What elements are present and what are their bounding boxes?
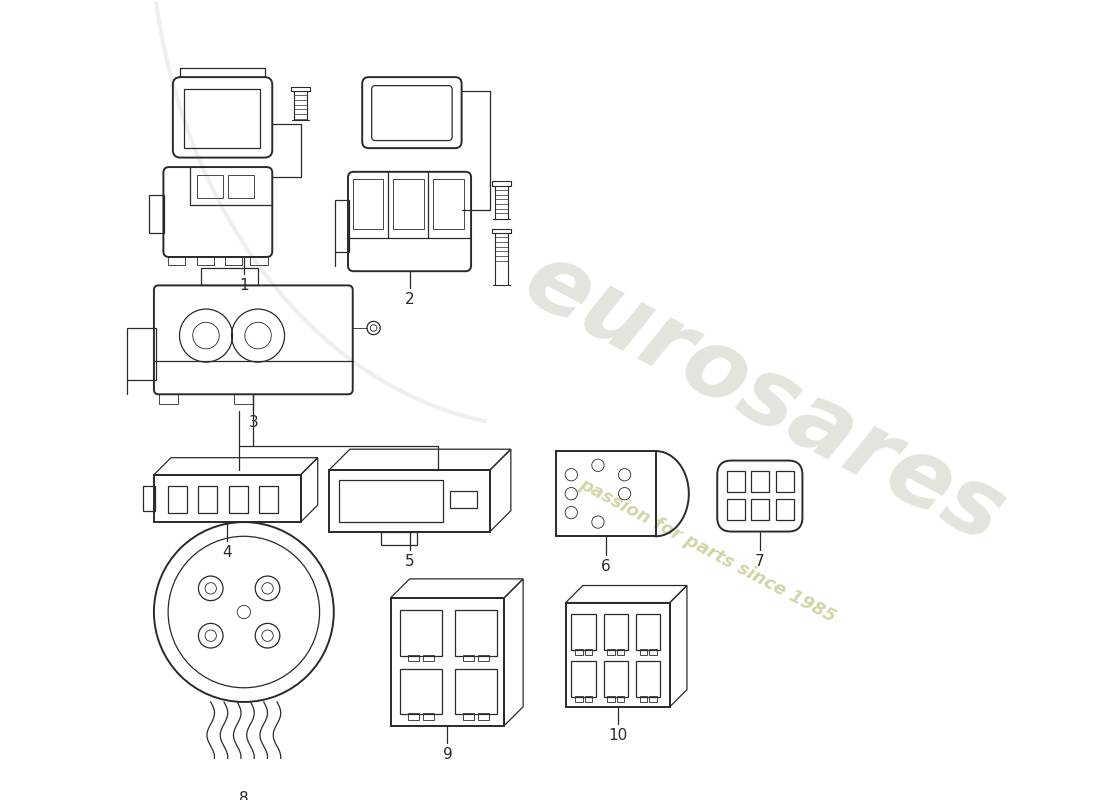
Bar xyxy=(776,499,794,520)
Bar xyxy=(751,499,769,520)
Text: 4: 4 xyxy=(222,545,232,560)
Bar xyxy=(143,486,155,510)
Bar xyxy=(727,499,745,520)
Bar xyxy=(433,179,463,229)
Bar xyxy=(400,669,442,714)
Bar xyxy=(776,471,794,492)
Text: 9: 9 xyxy=(442,746,452,762)
Bar xyxy=(422,714,435,720)
Bar xyxy=(197,256,213,265)
Bar xyxy=(571,614,596,650)
Bar xyxy=(455,610,496,655)
Bar xyxy=(408,714,419,720)
Bar xyxy=(617,696,625,702)
Bar xyxy=(390,598,504,726)
Bar xyxy=(585,649,592,654)
Bar xyxy=(184,90,260,148)
Text: 7: 7 xyxy=(755,554,764,570)
Bar xyxy=(150,195,164,234)
Bar xyxy=(408,654,419,662)
Bar xyxy=(639,696,647,702)
Bar xyxy=(575,649,583,654)
Bar xyxy=(607,649,615,654)
Text: 3: 3 xyxy=(249,415,258,430)
Bar xyxy=(463,654,474,662)
Bar xyxy=(339,481,442,522)
Bar xyxy=(251,256,267,265)
Bar xyxy=(727,471,745,492)
Bar xyxy=(224,256,242,265)
Bar xyxy=(557,451,656,536)
Bar xyxy=(197,174,223,198)
Bar xyxy=(604,614,628,650)
Bar xyxy=(565,602,670,706)
Text: 6: 6 xyxy=(601,559,610,574)
Text: 5: 5 xyxy=(405,554,415,570)
Bar xyxy=(751,471,769,492)
Bar xyxy=(381,531,417,545)
Bar xyxy=(450,491,476,508)
Bar xyxy=(128,328,156,380)
Bar xyxy=(636,614,660,650)
Bar xyxy=(636,662,660,698)
Bar xyxy=(604,662,628,698)
Bar xyxy=(455,669,496,714)
Bar xyxy=(168,486,187,513)
Bar xyxy=(154,474,300,522)
Text: eurosares: eurosares xyxy=(509,234,1020,564)
Bar xyxy=(639,649,647,654)
Text: passion for parts since 1985: passion for parts since 1985 xyxy=(576,475,839,626)
Bar xyxy=(571,662,596,698)
Bar xyxy=(575,696,583,702)
Bar xyxy=(334,200,349,252)
Bar xyxy=(585,696,592,702)
Bar xyxy=(463,714,474,720)
Bar xyxy=(477,654,490,662)
Bar xyxy=(229,486,248,513)
Text: 10: 10 xyxy=(608,728,627,742)
Bar xyxy=(649,696,657,702)
Bar xyxy=(234,394,253,404)
Text: 2: 2 xyxy=(405,292,415,307)
Text: 8: 8 xyxy=(239,791,249,800)
Bar xyxy=(617,649,625,654)
Bar xyxy=(422,654,435,662)
Bar xyxy=(201,268,258,286)
Bar xyxy=(329,470,490,531)
Bar xyxy=(394,179,424,229)
Bar xyxy=(168,256,185,265)
Bar xyxy=(477,714,490,720)
Bar xyxy=(228,174,254,198)
Bar xyxy=(353,179,383,229)
Bar xyxy=(258,486,278,513)
Bar xyxy=(198,486,218,513)
Bar xyxy=(649,649,657,654)
Text: 1: 1 xyxy=(239,278,249,293)
Bar xyxy=(158,394,177,404)
Bar xyxy=(607,696,615,702)
Bar xyxy=(400,610,442,655)
